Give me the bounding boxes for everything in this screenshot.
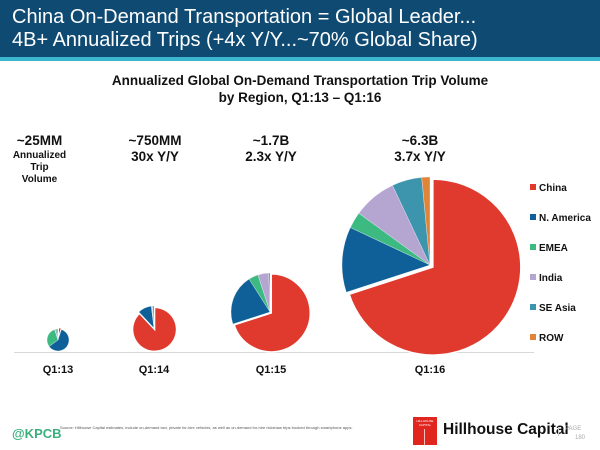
page-number: 180 [575,435,586,441]
slice-row [421,176,431,266]
logo-line [424,429,425,445]
legend-item-china: China [530,183,567,194]
legend-label: ROW [539,333,564,344]
slice-n-america [48,329,70,352]
legend-item-se-asia: SE Asia [530,303,576,314]
growth-label: 3.7x Y/Y [394,149,446,164]
page-separator [558,427,559,436]
slice-china [348,178,522,356]
x-label-q1-14: Q1:14 [138,364,170,376]
legend-label: China [539,183,567,194]
chart-title: Annualized Global On-Demand Transportati… [111,73,489,88]
page-label: PAGE [565,426,582,432]
x-label-q1-15: Q1:15 [255,364,287,376]
legend-swatch [530,274,536,281]
company-name: Hillhouse Capital [443,421,569,438]
stat-q1-14: ~750MM 30x Y/Y [120,133,190,165]
volume-label: ~1.7B [252,133,290,148]
legend-swatch [530,304,536,311]
pie-q1-15 [230,272,311,353]
legend-label: EMEA [539,243,568,254]
slice-se-asia [152,305,155,329]
source-note: Source: Hillhouse Capital estimates, inc… [60,425,353,430]
stat-q1-13: ~25MM Annualized Trip Volume [12,133,67,186]
legend-item-n-america: N. America [530,213,591,224]
legend-swatch [530,184,536,191]
growth-label: 2.3x Y/Y [245,149,297,164]
x-label-q1-16: Q1:16 [414,364,446,376]
legend-label: India [539,273,563,284]
slice-n-america [230,278,271,325]
header-accent-stripe [0,57,600,61]
slice-china [57,326,63,339]
logo-text: HILLHOUSE CAPITAL [416,419,434,427]
legend-swatch [530,244,536,251]
stat-q1-15: ~1.7B 2.3x Y/Y [236,133,306,165]
kpcb-handle: @KPCB [12,426,62,441]
slice-china [131,306,178,353]
growth-label: 30x Y/Y [131,149,179,164]
volume-label: ~6.3B [401,133,439,148]
legend-item-emea: EMEA [530,243,568,254]
legend-item-row: ROW [530,333,563,344]
stat-q1-16: ~6.3B 3.7x Y/Y [385,133,455,165]
slice-china [233,273,311,353]
legend-swatch [530,214,536,221]
slide-header: China On-Demand Transportation = Global … [0,0,600,57]
hillhouse-logo: HILLHOUSE CAPITAL [413,417,437,445]
slice-row [56,328,59,341]
volume-note: Annualized Trip Volume [12,150,67,185]
legend-label: N. America [539,213,591,224]
pie-q1-16 [341,176,522,356]
slice-se-asia [268,272,271,313]
volume-label: ~25MM [16,133,63,148]
pie-q1-14 [131,305,178,353]
volume-label: ~750MM [128,133,182,148]
legend-swatch [530,334,536,341]
header-title-line-1: China On-Demand Transportation = Global … [12,6,477,28]
pie-q1-13 [46,326,70,352]
chart-subtitle: by Region, Q1:13 – Q1:16 [218,90,382,105]
header-title-line-2: 4B+ Annualized Trips (+4x Y/Y...~70% Glo… [12,29,478,51]
legend-item-india: India [530,273,562,284]
legend-label: SE Asia [539,303,576,314]
x-label-q1-13: Q1:13 [42,364,74,376]
slice-n-america [341,227,431,293]
